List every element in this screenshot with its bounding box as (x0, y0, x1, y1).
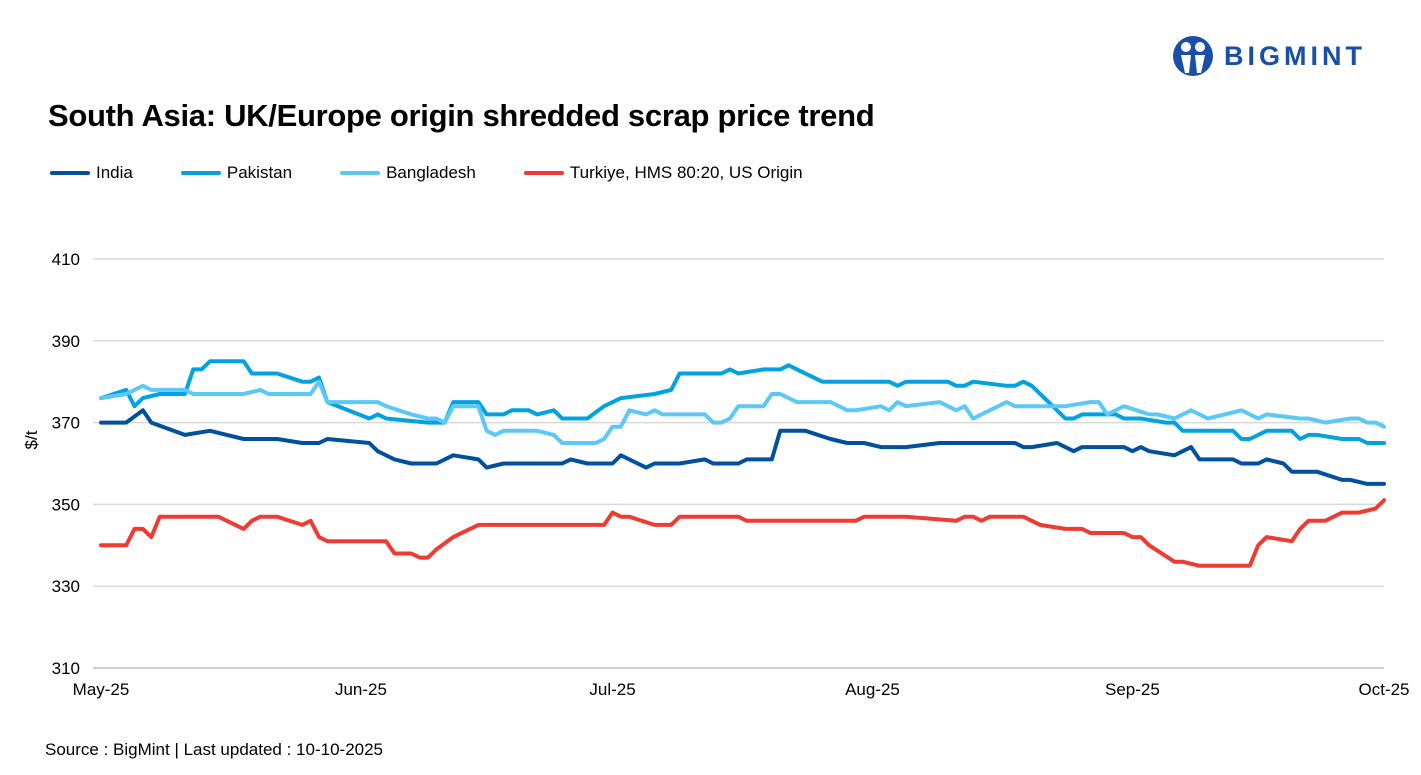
y-tick-label: 390 (52, 332, 80, 351)
legend-item-pakistan: Pakistan (180, 163, 293, 183)
x-tick-label: Aug-25 (845, 680, 900, 699)
legend-swatch (340, 171, 381, 175)
source-note: Source : BigMint | Last updated : 10-10-… (45, 740, 384, 759)
legend-label: Bangladesh (386, 163, 476, 182)
legend-item-india: India (50, 163, 133, 183)
y-tick-label: 310 (52, 659, 80, 678)
legend-swatch (523, 171, 564, 175)
legend-label: India (96, 163, 133, 182)
legend-swatch (50, 171, 90, 175)
x-tick-label: Sep-25 (1105, 680, 1160, 699)
x-tick-label: Oct-25 (1358, 680, 1409, 699)
series-line-pakistan (99, 359, 1386, 445)
legend-item-bangladesh: Bangladesh (340, 163, 476, 183)
legend-label: Turkiye, HMS 80:20, US Origin (569, 163, 803, 182)
x-tick-label: May-25 (73, 680, 130, 699)
bigmint-logo-icon (1173, 36, 1213, 76)
x-tick-label: Jun-25 (335, 680, 387, 699)
y-tick-label: 370 (52, 414, 80, 433)
legend-label: Pakistan (226, 163, 293, 182)
legend-swatch (180, 171, 221, 175)
x-tick-label: Jul-25 (589, 680, 635, 699)
y-tick-label: 330 (52, 577, 80, 596)
series-line-india (99, 408, 1386, 486)
y-tick-label: 350 (52, 495, 80, 514)
bigmint-logo: BIGMINT (1172, 35, 1366, 77)
chart-title: South Asia: UK/Europe origin shredded sc… (48, 98, 875, 133)
series-line-bangladesh (99, 379, 1386, 445)
legend-item-turkiye: Turkiye, HMS 80:20, US Origin (523, 163, 803, 183)
y-axis-label: $/t (22, 430, 41, 449)
y-tick-label: 410 (52, 250, 80, 269)
legend: India Pakistan Bangladesh Turkiye, HMS 8… (50, 163, 851, 183)
series-line-turkiye (99, 498, 1386, 568)
bigmint-logo-text: BIGMINT (1224, 40, 1366, 71)
